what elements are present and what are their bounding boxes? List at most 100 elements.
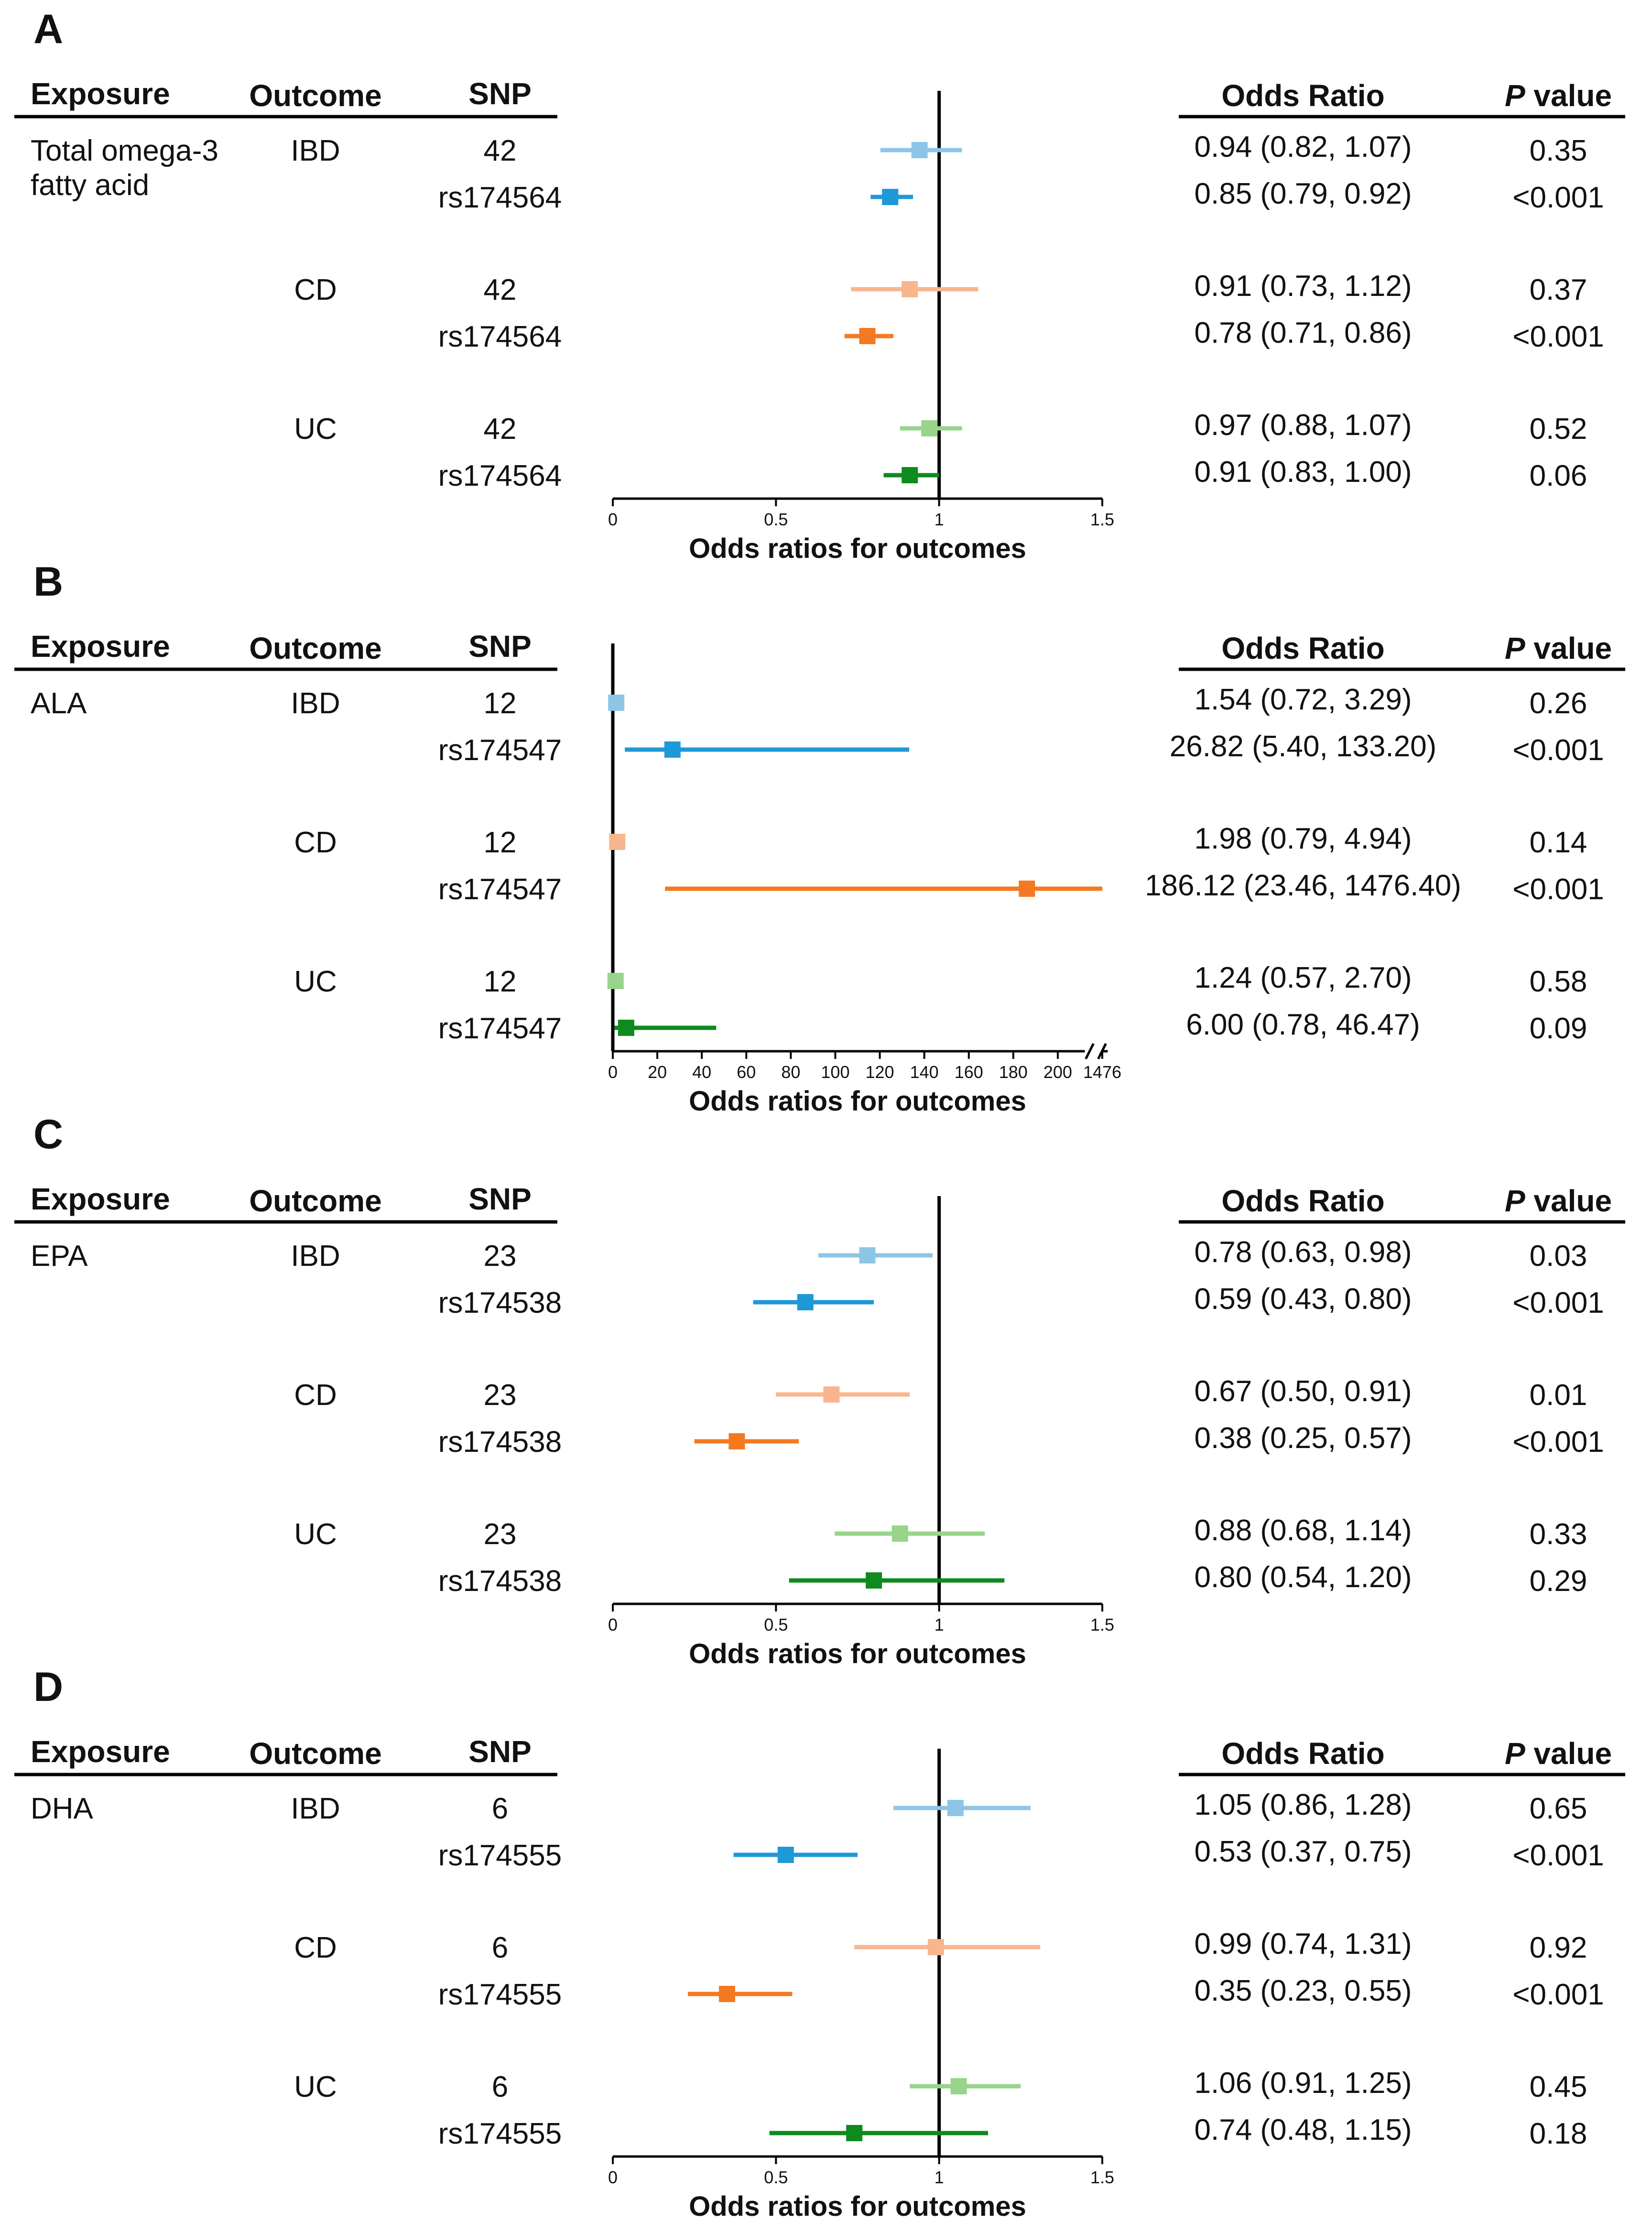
odds-ratio-text: 6.00 (0.78, 46.47): [1186, 1008, 1420, 1041]
exposure-label: EPA: [31, 1240, 88, 1273]
x-tick-label: 0: [608, 510, 618, 529]
snp-label: rs174564: [438, 181, 562, 214]
header-snp: SNP: [468, 1182, 532, 1216]
point-estimate: [608, 695, 625, 711]
outcome-label: UC: [294, 2070, 337, 2103]
p-value-text: 0.37: [1530, 273, 1587, 306]
snp-label: 42: [484, 134, 517, 167]
point-estimate: [902, 281, 918, 297]
point-estimate: [902, 467, 918, 483]
odds-ratio-text: 0.91 (0.73, 1.12): [1195, 270, 1412, 303]
exposure-label: Total omega-3: [31, 134, 218, 167]
p-value-text: <0.001: [1512, 1286, 1604, 1319]
outcome-label: UC: [294, 965, 337, 998]
point-estimate: [728, 1433, 745, 1449]
header-odds-ratio: Odds Ratio: [1221, 78, 1384, 113]
point-estimate: [891, 1525, 908, 1542]
x-tick-label: 180: [999, 1062, 1028, 1082]
snp-label: rs174547: [438, 734, 562, 767]
snp-label: 6: [492, 2070, 508, 2103]
snp-label: rs174538: [438, 1286, 562, 1319]
odds-ratio-text: 1.06 (0.91, 1.25): [1195, 2067, 1412, 2100]
x-axis-title: Odds ratios for outcomes: [689, 1638, 1026, 1669]
p-value-text: 0.29: [1530, 1565, 1587, 1598]
header-p-italic: P: [1505, 1736, 1525, 1771]
header-exposure: Exposure: [31, 76, 170, 111]
header-p-value: P value: [1505, 1736, 1612, 1771]
point-estimate: [718, 1986, 735, 2002]
odds-ratio-text: 0.85 (0.79, 0.92): [1195, 177, 1412, 210]
p-value-text: <0.001: [1512, 873, 1604, 906]
header-exposure: Exposure: [31, 1182, 170, 1216]
x-tick-label: 0: [608, 1062, 618, 1082]
p-value-text: <0.001: [1512, 734, 1604, 767]
p-value-text: 0.52: [1530, 413, 1587, 446]
odds-ratio-text: 0.78 (0.71, 0.86): [1195, 316, 1412, 349]
p-value-text: <0.001: [1512, 1839, 1604, 1872]
outcome-label: CD: [294, 826, 337, 859]
outcome-label: UC: [294, 413, 337, 446]
p-value-text: 0.58: [1530, 965, 1587, 998]
snp-label: rs174564: [438, 320, 562, 353]
point-estimate: [950, 2078, 967, 2094]
odds-ratio-text: 1.24 (0.57, 2.70): [1195, 961, 1412, 994]
panel-c: C Exposure Outcome SNP Odds Ratio P value EPA 0…: [14, 1111, 1625, 1669]
x-tick-label: 0.5: [764, 1615, 788, 1634]
point-estimate: [777, 1847, 794, 1863]
odds-ratio-text: 0.38 (0.25, 0.57): [1195, 1422, 1412, 1455]
header-p-value: P value: [1505, 1184, 1612, 1218]
odds-ratio-text: 0.97 (0.88, 1.07): [1195, 409, 1412, 442]
snp-label: rs174538: [438, 1426, 562, 1459]
odds-ratio-text: 186.12 (23.46, 1476.40): [1145, 869, 1461, 902]
snp-label: rs174547: [438, 873, 562, 906]
x-tick-label: 120: [866, 1062, 894, 1082]
snp-label: rs174555: [438, 2117, 562, 2150]
snp-label: 6: [492, 1931, 508, 1964]
odds-ratio-text: 0.67 (0.50, 0.91): [1195, 1375, 1412, 1408]
snp-label: rs174538: [438, 1565, 562, 1598]
snp-label: rs174555: [438, 1839, 562, 1872]
point-estimate: [921, 420, 938, 436]
header-p-value: P value: [1505, 631, 1612, 665]
x-tick-label: 1: [935, 2168, 944, 2187]
outcome-label: CD: [294, 1931, 337, 1964]
p-value-text: 0.18: [1530, 2117, 1587, 2150]
x-tick-label: 0.5: [764, 2168, 788, 2187]
odds-ratio-text: 0.91 (0.83, 1.00): [1195, 456, 1412, 489]
p-value-text: 0.09: [1530, 1012, 1587, 1045]
odds-ratio-text: 0.53 (0.37, 0.75): [1195, 1835, 1412, 1868]
header-exposure: Exposure: [31, 1734, 170, 1769]
point-estimate: [927, 1939, 944, 1955]
p-value-text: <0.001: [1512, 1426, 1604, 1459]
point-estimate: [859, 1247, 876, 1263]
panel-b: B Exposure Outcome SNP Odds Ratio P value ALA 0…: [14, 559, 1625, 1117]
p-value-text: 0.92: [1530, 1931, 1587, 1964]
outcome-label: CD: [294, 273, 337, 306]
odds-ratio-text: 26.82 (5.40, 133.20): [1170, 730, 1436, 763]
header-p-value: P value: [1505, 78, 1612, 113]
outcome-label: CD: [294, 1379, 337, 1412]
header-p-rest: value: [1525, 1184, 1612, 1218]
header-odds-ratio: Odds Ratio: [1221, 1184, 1384, 1218]
header-outcome: Outcome: [249, 631, 381, 665]
x-tick-label: 140: [910, 1062, 939, 1082]
point-estimate: [882, 189, 899, 205]
p-value-text: <0.001: [1512, 181, 1604, 214]
snp-label: rs174564: [438, 459, 562, 492]
snp-label: 12: [484, 826, 517, 859]
x-tick-label: 40: [692, 1062, 711, 1082]
point-estimate: [618, 1020, 634, 1036]
x-tick-label: 20: [648, 1062, 667, 1082]
outcome-label: IBD: [291, 1792, 340, 1825]
x-tick-label: 1.5: [1090, 1615, 1114, 1634]
header-p-rest: value: [1525, 78, 1612, 113]
x-tick-label: 200: [1043, 1062, 1072, 1082]
header-p-rest: value: [1525, 631, 1612, 665]
p-value-text: 0.33: [1530, 1518, 1587, 1551]
x-tick-label: 0: [608, 2168, 618, 2187]
snp-label: 42: [484, 413, 517, 446]
panel-letter: B: [33, 559, 63, 605]
header-snp: SNP: [468, 629, 532, 664]
odds-ratio-text: 0.99 (0.74, 1.31): [1195, 1928, 1412, 1961]
odds-ratio-text: 1.98 (0.79, 4.94): [1195, 822, 1412, 855]
